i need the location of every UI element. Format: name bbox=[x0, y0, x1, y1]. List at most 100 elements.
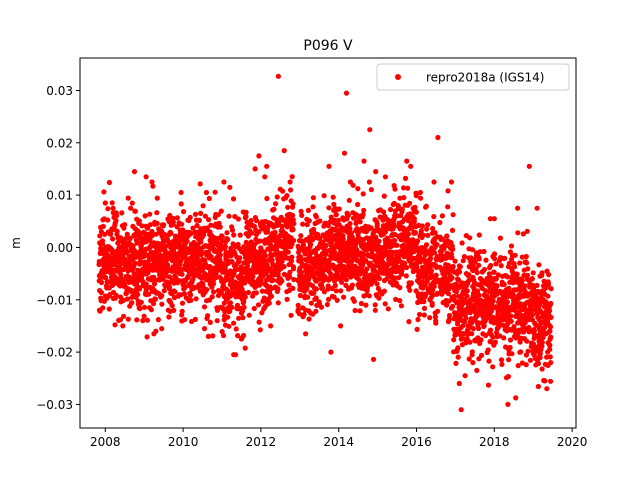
data-point bbox=[450, 303, 456, 309]
data-point bbox=[544, 386, 550, 392]
data-point bbox=[313, 295, 319, 301]
data-point bbox=[404, 158, 410, 164]
data-point bbox=[449, 254, 455, 260]
data-point bbox=[346, 197, 352, 203]
data-point bbox=[539, 339, 545, 345]
data-point bbox=[185, 274, 191, 280]
data-point bbox=[490, 298, 496, 304]
data-point bbox=[535, 360, 542, 367]
data-point bbox=[548, 314, 554, 320]
data-point bbox=[118, 272, 124, 278]
data-point bbox=[330, 194, 336, 200]
data-point bbox=[279, 223, 285, 229]
data-point bbox=[469, 331, 475, 337]
data-point bbox=[122, 222, 128, 228]
data-point bbox=[546, 272, 552, 278]
data-point bbox=[439, 213, 445, 219]
data-point bbox=[187, 292, 194, 298]
data-point bbox=[285, 204, 291, 210]
data-point bbox=[134, 317, 140, 323]
data-point bbox=[517, 260, 523, 266]
data-point bbox=[237, 255, 243, 261]
data-point bbox=[210, 333, 216, 339]
data-point bbox=[433, 264, 439, 270]
data-point bbox=[467, 235, 473, 241]
data-point bbox=[150, 301, 157, 307]
data-point bbox=[477, 249, 483, 255]
y-tick-label: 0.00 bbox=[46, 241, 73, 255]
data-point bbox=[506, 285, 512, 291]
data-point bbox=[181, 291, 187, 297]
data-point bbox=[253, 218, 260, 224]
data-point bbox=[235, 333, 241, 339]
data-point bbox=[531, 287, 537, 293]
data-point bbox=[424, 279, 430, 285]
data-point bbox=[505, 373, 511, 380]
data-point bbox=[518, 349, 524, 355]
data-point bbox=[286, 282, 292, 288]
data-point bbox=[469, 349, 475, 355]
data-point bbox=[341, 294, 347, 300]
data-point bbox=[290, 285, 296, 291]
data-point bbox=[187, 214, 193, 220]
data-point bbox=[331, 201, 337, 207]
data-point bbox=[219, 233, 225, 239]
data-point bbox=[125, 195, 131, 201]
data-point bbox=[481, 323, 487, 329]
data-point bbox=[458, 407, 464, 413]
data-point bbox=[334, 297, 340, 303]
data-point bbox=[399, 266, 405, 272]
data-point bbox=[522, 283, 528, 289]
data-point bbox=[527, 357, 534, 363]
data-point bbox=[490, 334, 496, 340]
data-point bbox=[287, 274, 293, 280]
data-point bbox=[290, 201, 296, 207]
data-point bbox=[333, 212, 339, 218]
data-point bbox=[250, 273, 256, 280]
data-point bbox=[194, 222, 200, 229]
data-point bbox=[209, 294, 215, 300]
data-point bbox=[243, 214, 249, 220]
data-point bbox=[488, 339, 494, 345]
data-point bbox=[452, 258, 458, 264]
y-tick-label: −0.03 bbox=[36, 398, 73, 412]
data-point bbox=[460, 323, 466, 329]
data-point bbox=[96, 307, 103, 313]
data-point bbox=[367, 127, 373, 133]
data-point bbox=[350, 215, 357, 221]
data-points bbox=[96, 73, 554, 413]
data-point bbox=[150, 183, 156, 189]
data-point bbox=[174, 224, 180, 230]
data-point bbox=[305, 207, 311, 213]
data-point bbox=[214, 318, 220, 324]
data-point bbox=[487, 327, 494, 333]
data-point bbox=[194, 255, 200, 261]
data-point bbox=[114, 231, 120, 237]
data-point bbox=[289, 174, 295, 180]
data-point bbox=[101, 189, 107, 195]
data-point bbox=[488, 308, 494, 314]
data-point bbox=[226, 323, 232, 329]
data-point bbox=[501, 335, 507, 341]
x-tick-label: 2016 bbox=[401, 435, 432, 449]
y-tick-label: 0.01 bbox=[46, 189, 73, 203]
data-point bbox=[446, 317, 452, 323]
data-point bbox=[178, 201, 184, 207]
data-point bbox=[462, 373, 468, 379]
data-point bbox=[372, 302, 378, 308]
data-point bbox=[328, 240, 335, 246]
data-point bbox=[123, 249, 130, 255]
data-point bbox=[512, 252, 518, 258]
data-point bbox=[433, 272, 439, 278]
data-point bbox=[132, 260, 138, 266]
data-point bbox=[486, 358, 492, 364]
data-point bbox=[301, 311, 307, 318]
data-point bbox=[184, 238, 190, 244]
data-point bbox=[229, 259, 235, 265]
data-point bbox=[261, 249, 267, 255]
data-point bbox=[381, 288, 387, 294]
data-point bbox=[422, 292, 429, 299]
data-point bbox=[406, 319, 412, 325]
data-point bbox=[368, 225, 374, 231]
data-point bbox=[233, 326, 239, 332]
